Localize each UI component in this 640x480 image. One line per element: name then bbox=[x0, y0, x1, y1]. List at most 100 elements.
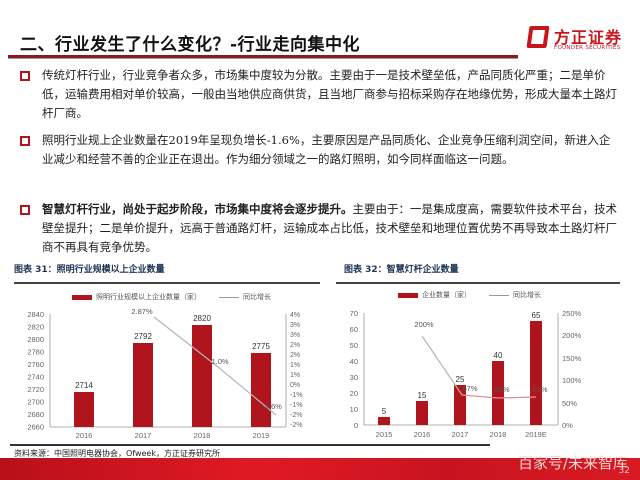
svg-text:2017: 2017 bbox=[135, 431, 152, 440]
bullet-square-icon bbox=[20, 71, 30, 81]
svg-text:2019E: 2019E bbox=[525, 430, 547, 439]
bullet-smart-poles: 智慧灯杆行业，尚处于起步阶段，市场集中度将会逐步提升。主要由于：一是集成度高，需… bbox=[20, 200, 620, 257]
svg-text:2720: 2720 bbox=[27, 385, 44, 394]
svg-text:2820: 2820 bbox=[193, 314, 211, 323]
svg-text:-2%: -2% bbox=[290, 412, 302, 419]
svg-text:2018: 2018 bbox=[194, 431, 211, 440]
bullet-square-icon bbox=[20, 205, 30, 215]
svg-text:150%: 150% bbox=[562, 354, 582, 363]
svg-text:2%: 2% bbox=[290, 342, 300, 349]
svg-text:70: 70 bbox=[350, 309, 358, 318]
bullet-bold-lead: 智慧灯杆行业，尚处于起步阶段，市场集中度将会逐步提升。 bbox=[42, 202, 353, 216]
svg-text:-1%: -1% bbox=[290, 392, 302, 399]
svg-text:1%: 1% bbox=[290, 362, 300, 369]
svg-text:2017: 2017 bbox=[452, 430, 469, 439]
svg-text:2714: 2714 bbox=[75, 381, 93, 390]
svg-text:2780: 2780 bbox=[27, 348, 44, 357]
svg-text:2700: 2700 bbox=[27, 398, 44, 407]
chart1-legend: 照明行业规模以上企业数量（家） 同比增长 bbox=[72, 292, 271, 302]
svg-text:0%: 0% bbox=[562, 421, 573, 430]
svg-text:20: 20 bbox=[350, 389, 358, 398]
svg-text:2660: 2660 bbox=[27, 423, 44, 432]
figure-32-title: 图表 32：智慧灯杆企业数量 bbox=[344, 265, 459, 275]
legend-line-swatch bbox=[489, 294, 509, 296]
svg-text:2792: 2792 bbox=[134, 332, 152, 341]
svg-text:40: 40 bbox=[350, 357, 358, 366]
svg-text:65: 65 bbox=[532, 311, 541, 320]
svg-text:1.0%: 1.0% bbox=[211, 357, 228, 366]
svg-text:100%: 100% bbox=[562, 376, 582, 385]
svg-text:200%: 200% bbox=[562, 331, 582, 340]
chart-lighting-enterprises: 2840 2820 2800 2780 2760 2740 2720 2700 2680 2… bbox=[27, 307, 302, 440]
svg-text:2800: 2800 bbox=[27, 335, 44, 344]
footer-band bbox=[0, 458, 640, 480]
svg-text:-1.6%: -1.6% bbox=[262, 402, 282, 411]
legend-line-swatch bbox=[219, 296, 239, 298]
svg-text:60: 60 bbox=[350, 325, 358, 334]
svg-text:50%: 50% bbox=[562, 399, 577, 408]
svg-text:2015: 2015 bbox=[376, 430, 393, 439]
logo-text-en: FOUNDER SECURITIES bbox=[554, 45, 621, 51]
bullet-traditional-poles: 传统灯杆行业，行业竞争者众多，市场集中度较为分散。主要由于一是技术壁垒低，产品同… bbox=[20, 66, 620, 123]
page-title: 二、行业发生了什么变化？-行业走向集中化 bbox=[20, 35, 361, 55]
bullet-square-icon bbox=[20, 136, 30, 146]
svg-text:-2%: -2% bbox=[290, 422, 302, 429]
figure-31-title: 图表 31：照明行业规模以上企业数量 bbox=[14, 265, 165, 275]
svg-text:2740: 2740 bbox=[27, 373, 44, 382]
svg-text:10: 10 bbox=[350, 405, 358, 414]
svg-text:2018: 2018 bbox=[490, 430, 507, 439]
svg-text:30: 30 bbox=[350, 373, 358, 382]
svg-text:1%: 1% bbox=[290, 372, 300, 379]
svg-text:2820: 2820 bbox=[27, 323, 44, 332]
svg-text:2019: 2019 bbox=[253, 431, 270, 440]
logo-mark-icon bbox=[526, 26, 550, 48]
bullet-text: 传统灯杆行业，行业竞争者众多，市场集中度较为分散。主要由于一是技术壁垒低，产品同… bbox=[42, 68, 617, 120]
bullet-text: 智慧灯杆行业，尚处于起步阶段，市场集中度将会逐步提升。主要由于：一是集成度高，需… bbox=[42, 200, 620, 257]
svg-text:2840: 2840 bbox=[27, 310, 44, 319]
chart-smart-pole-enterprises: 70 60 50 40 30 20 10 0 250% 200% 150% 100% 50% 0%… bbox=[350, 309, 582, 439]
svg-text:3%: 3% bbox=[290, 332, 300, 339]
svg-text:63%: 63% bbox=[532, 385, 547, 394]
svg-text:2%: 2% bbox=[290, 352, 300, 359]
svg-text:5: 5 bbox=[382, 407, 387, 416]
svg-text:0: 0 bbox=[354, 421, 358, 430]
svg-text:2016: 2016 bbox=[76, 431, 93, 440]
svg-text:25: 25 bbox=[456, 375, 465, 384]
svg-text:50: 50 bbox=[350, 341, 358, 350]
source-note: 资料来源：中国照明电器协会，Ofweek，方正证券研究所 bbox=[14, 449, 220, 458]
svg-text:2.87%: 2.87% bbox=[131, 307, 153, 316]
svg-text:60%: 60% bbox=[494, 385, 509, 394]
svg-text:0%: 0% bbox=[290, 382, 300, 389]
page-number: 32 bbox=[618, 466, 630, 476]
svg-text:4%: 4% bbox=[290, 312, 300, 319]
logo-text-cn: 方正证券 bbox=[554, 28, 623, 47]
figure-31-rule bbox=[14, 282, 320, 284]
bullet-body: 主要由于：一是集成度高，需要软件技术平台，技术壁垒提升；二是单价提升，远高于普通… bbox=[42, 202, 617, 254]
source-divider bbox=[10, 444, 490, 446]
svg-text:200%: 200% bbox=[414, 320, 434, 329]
founder-securities-logo: 方正证券 FOUNDER SECURITIES bbox=[526, 22, 628, 56]
svg-text:2760: 2760 bbox=[27, 360, 44, 369]
chart2-legend: 企业数量（家） 同比增长 bbox=[398, 290, 541, 300]
svg-text:250%: 250% bbox=[562, 309, 582, 318]
bullet-lighting-industry: 照明行业规上企业数量在2019年呈现负增长-1.6%，主要原因是产品同质化、企业… bbox=[20, 131, 620, 169]
bullet-text: 照明行业规上企业数量在2019年呈现负增长-1.6%，主要原因是产品同质化、企业… bbox=[42, 133, 611, 166]
svg-text:15: 15 bbox=[418, 391, 427, 400]
figure-32-rule bbox=[336, 282, 620, 284]
svg-text:2680: 2680 bbox=[27, 410, 44, 419]
legend-bar-label: 照明行业规模以上企业数量（家） bbox=[96, 293, 201, 301]
svg-text:67%: 67% bbox=[462, 384, 477, 393]
svg-text:40: 40 bbox=[494, 351, 503, 360]
svg-text:2775: 2775 bbox=[252, 342, 270, 351]
legend-bar-label: 企业数量（家） bbox=[422, 291, 471, 299]
svg-text:-1%: -1% bbox=[290, 402, 302, 409]
legend-line-label: 同比增长 bbox=[243, 293, 271, 301]
watermark: 百家号/未来智库 bbox=[517, 454, 628, 472]
legend-bar-swatch bbox=[72, 294, 92, 300]
legend-line-label: 同比增长 bbox=[513, 291, 541, 299]
title-divider-shadow bbox=[8, 58, 518, 59]
title-divider bbox=[8, 55, 518, 58]
legend-bar-swatch bbox=[398, 292, 418, 298]
svg-text:3%: 3% bbox=[290, 322, 300, 329]
svg-text:2016: 2016 bbox=[414, 430, 431, 439]
